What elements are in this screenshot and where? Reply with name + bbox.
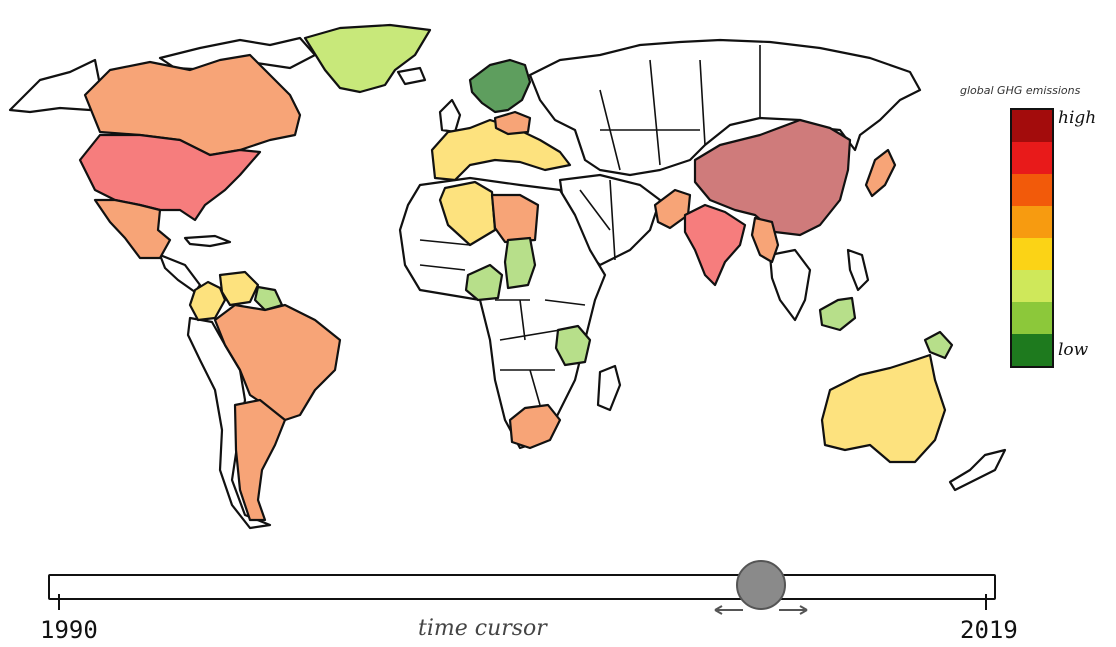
alaska-outline [8,58,102,114]
country-brazil [213,303,342,422]
border-line [419,239,586,406]
country-china [693,118,852,237]
country-venezuela [218,270,260,307]
legend-color-band [1012,142,1052,174]
legend-color-band [1012,110,1052,142]
caribbean-outline [183,234,232,248]
slider-tick-end [985,594,987,610]
country-papua-new-guinea [923,330,954,360]
slider-track[interactable] [48,574,996,600]
legend-color-band [1012,238,1052,270]
color-scale-bar [1010,108,1054,368]
country-australia [820,353,947,464]
legend-color-band [1012,302,1052,334]
country-algeria [438,180,497,247]
country-argentina [233,398,287,522]
country-nigeria [464,263,504,302]
country-poland [493,110,532,136]
emissions-layer [78,23,954,522]
british-isles-outline [438,98,462,134]
legend-color-band [1012,206,1052,238]
time-cursor-slider[interactable]: 1990 2019 time cursor [40,558,1038,647]
slider-tick-start [58,594,60,610]
legend-color-band [1012,334,1052,366]
slider-start-label: 1990 [40,616,98,644]
legend-color-band [1012,174,1052,206]
philippines-outline [846,248,870,292]
legend-title: global GHG emissions [960,84,1081,97]
country-japan [864,148,897,198]
legend-low-label: low [1058,340,1089,360]
country-colombia [188,280,227,322]
internal-borders [419,45,761,406]
country-mexico [93,198,172,260]
country-western-europe [430,118,572,182]
legend-high-label: high [1058,108,1097,128]
emissions-legend: global GHG emissions high low [960,84,1110,384]
country-india [683,203,747,287]
slider-end-label: 2019 [960,616,1018,644]
country-myanmar [750,216,780,264]
left-right-arrows-icon [714,605,808,615]
slider-knob[interactable] [736,560,787,610]
country-greenland [303,23,432,94]
country-indonesia [818,296,857,332]
country-south-africa [508,403,562,450]
madagascar-outline [596,364,622,412]
border-line [579,179,616,261]
legend-color-band [1012,270,1052,302]
central-america-outline [158,253,202,294]
southeast-asia-outline [768,248,812,322]
slider-caption: time cursor [418,616,547,641]
iceland-outline [396,66,427,86]
country-chad [503,236,537,290]
country-scandinavia [468,58,532,114]
new-zealand-outline [948,448,1007,492]
country-libya [490,193,540,244]
border-line [599,45,761,171]
country-tanzania [554,324,592,367]
